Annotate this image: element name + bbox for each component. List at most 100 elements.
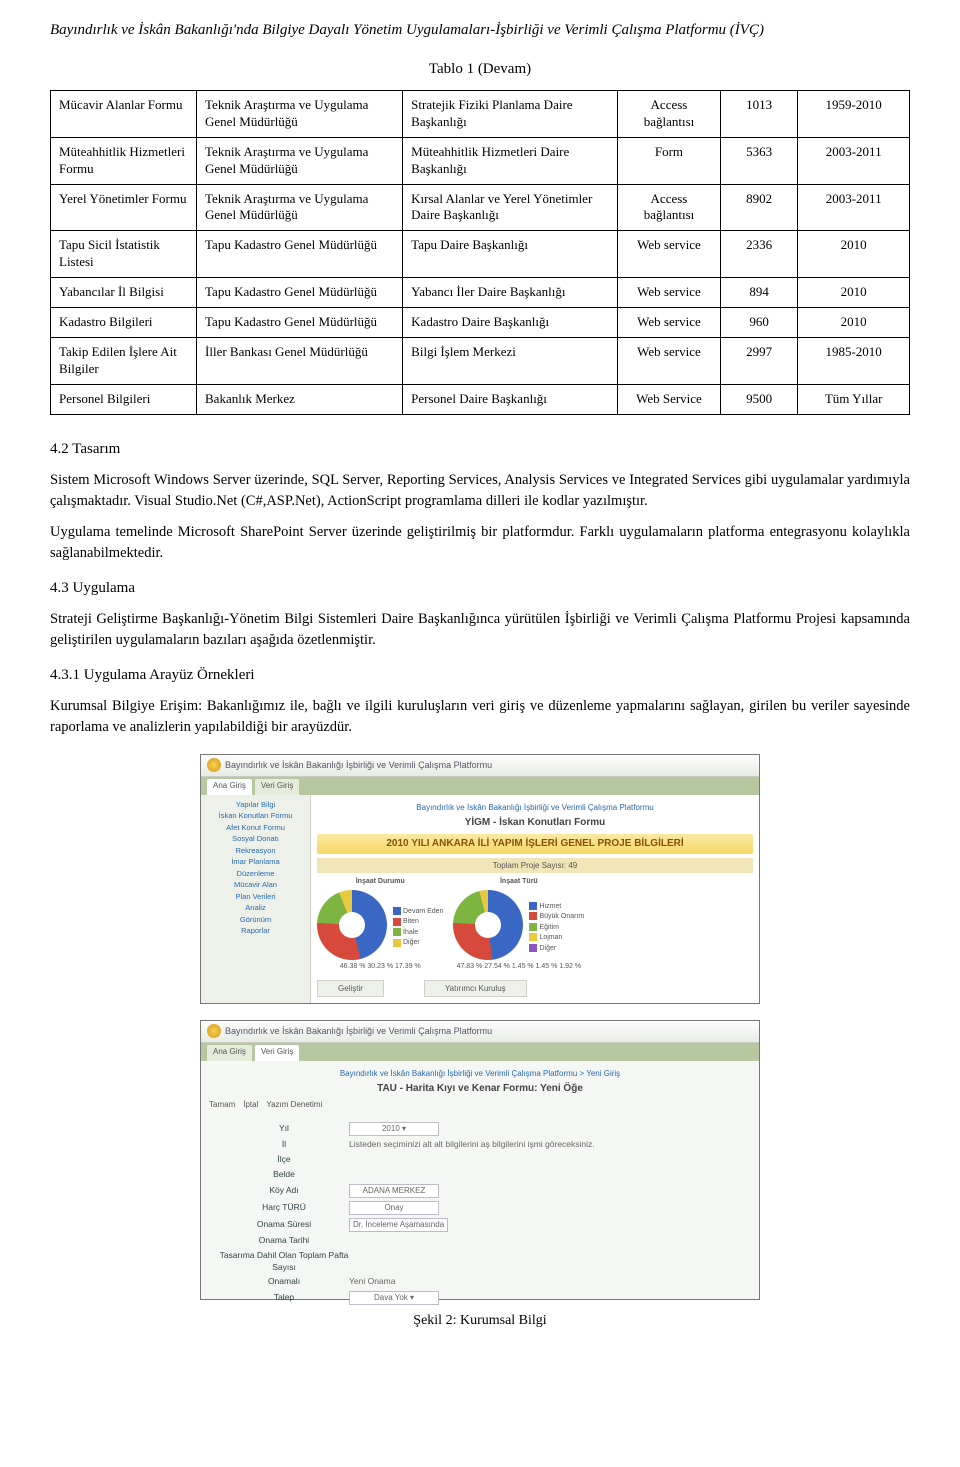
form-label: İlçe <box>219 1154 349 1166</box>
table-cell: 2010 <box>798 231 910 278</box>
table-cell: 2003-2011 <box>798 137 910 184</box>
sidebar-item[interactable]: İskan Konutları Formu <box>205 811 306 822</box>
table-cell: 960 <box>721 308 798 338</box>
sidebar-item[interactable]: Mücavir Alan <box>205 880 306 891</box>
table-cell: 2010 <box>798 278 910 308</box>
sidebar-item[interactable]: Afet Konut Formu <box>205 823 306 834</box>
breadcrumb: Bayındırlık ve İskân Bakanlığı İşbirliği… <box>209 1068 751 1079</box>
legend-item: Devam Eden <box>393 907 443 918</box>
table-cell: 1985-2010 <box>798 337 910 384</box>
form-value[interactable]: 2010 ▾ <box>349 1122 439 1136</box>
data-table: Mücavir Alanlar FormuTeknik Araştırma ve… <box>50 90 910 415</box>
table-cell: 9500 <box>721 384 798 414</box>
form-row: Yıl2010 ▾ <box>219 1122 741 1136</box>
bottom-tab[interactable]: Geliştir <box>317 980 384 997</box>
table-cell: Bilgi İşlem Merkezi <box>403 337 618 384</box>
app-logo-icon <box>207 758 221 772</box>
table-cell: Personel Bilgileri <box>51 384 197 414</box>
form-value[interactable]: Dr. İnceleme Aşamasında <box>349 1218 448 1232</box>
legend-item: Biten <box>393 917 443 928</box>
figure-screenshot-1: Bayındırlık ve İskân Bakanlığı İşbirliği… <box>200 754 760 1004</box>
pie-chart-icon <box>317 890 387 960</box>
form-value[interactable]: Onay <box>349 1201 439 1215</box>
sidebar-item[interactable]: Sosyal Donatı <box>205 834 306 845</box>
table-cell: Personel Daire Başkanlığı <box>403 384 618 414</box>
form-row: TalepDava Yok ▾ <box>219 1291 741 1305</box>
table-cell: Tapu Kadastro Genel Müdürlüğü <box>197 308 403 338</box>
breadcrumb: Bayındırlık ve İskân Bakanlığı İşbirliği… <box>317 802 753 813</box>
bottom-tab[interactable]: Yatırımcı Kuruluş <box>424 980 527 997</box>
legend-swatch-icon <box>393 907 401 915</box>
sidebar-item[interactable]: Düzenleme <box>205 869 306 880</box>
table-cell: Müteahhitlik Hizmetleri Formu <box>51 137 197 184</box>
form-label: Yıl <box>219 1123 349 1135</box>
table-cell: Kırsal Alanlar ve Yerel Yönetimler Daire… <box>403 184 618 231</box>
table-cell: 2997 <box>721 337 798 384</box>
table-cell: 5363 <box>721 137 798 184</box>
form-label: Köy Adı <box>219 1185 349 1197</box>
page-header: Bayındırlık ve İskân Bakanlığı'nda Bilgi… <box>50 20 910 41</box>
legend-swatch-icon <box>529 912 537 920</box>
table-cell: Kadastro Daire Başkanlığı <box>403 308 618 338</box>
table-row: Mücavir Alanlar FormuTeknik Araştırma ve… <box>51 91 910 138</box>
form-value[interactable]: Listeden seçiminizi alt alt bilgilerini … <box>349 1139 595 1151</box>
sidebar-item[interactable]: Rekreasyon <box>205 846 306 857</box>
form-row: Onama Tarihi <box>219 1235 741 1247</box>
form-row: İlListeden seçiminizi alt alt bilgilerin… <box>219 1139 741 1151</box>
table-cell: Bakanlık Merkez <box>197 384 403 414</box>
sidebar-item[interactable]: İmar Planlama <box>205 857 306 868</box>
table-row: Takip Edilen İşlere Ait Bilgilerİller Ba… <box>51 337 910 384</box>
sidebar-item[interactable]: Plan Verileri <box>205 892 306 903</box>
tab[interactable]: Veri Giriş <box>255 779 299 795</box>
tab[interactable]: Ana Giriş <box>207 779 252 795</box>
form-label: Onamalı <box>219 1276 349 1288</box>
table-cell: Teknik Araştırma ve Uygulama Genel Müdür… <box>197 137 403 184</box>
chart-labels: 46.38 % 30.23 % 17.39 % <box>317 962 443 972</box>
table-row: Yerel Yönetimler FormuTeknik Araştırma v… <box>51 184 910 231</box>
table-cell: Teknik Araştırma ve Uygulama Genel Müdür… <box>197 91 403 138</box>
sidebar-item[interactable]: Raporlar <box>205 926 306 937</box>
table-cell: Tapu Sicil İstatistik Listesi <box>51 231 197 278</box>
paragraph: Kurumsal Bilgiye Erişim: Bakanlığımız il… <box>50 696 910 738</box>
form-row: OnamalıYeni Onama <box>219 1276 741 1288</box>
toolbar-button[interactable]: Tamam <box>209 1099 235 1110</box>
app-title: Bayındırlık ve İskân Bakanlığı İşbirliği… <box>225 1025 492 1038</box>
form-label: Belde <box>219 1169 349 1181</box>
form-value[interactable]: ADANA MERKEZ <box>349 1184 439 1198</box>
form-label: Tasarıma Dahil Olan Toplam Pafta Sayısı <box>219 1250 349 1274</box>
sidebar: Yapılar Bilgiİskan Konutları FormuAfet K… <box>201 795 311 1003</box>
form-value[interactable]: Dava Yok ▾ <box>349 1291 439 1305</box>
toolbar-button[interactable]: Yazım Denetimi <box>266 1099 322 1110</box>
table-cell: 2336 <box>721 231 798 278</box>
table-cell: Teknik Araştırma ve Uygulama Genel Müdür… <box>197 184 403 231</box>
form-row: İlçe <box>219 1154 741 1166</box>
table-cell: Tapu Kadastro Genel Müdürlüğü <box>197 278 403 308</box>
table-row: Personel BilgileriBakanlık MerkezPersone… <box>51 384 910 414</box>
form-row: Köy AdıADANA MERKEZ <box>219 1184 741 1198</box>
table-cell: Kadastro Bilgileri <box>51 308 197 338</box>
tab[interactable]: Ana Giriş <box>207 1045 252 1061</box>
pie-chart-icon <box>453 890 523 960</box>
section-4-2: 4.2 Tasarım <box>50 439 910 460</box>
form-row: Onama SüresiDr. İnceleme Aşamasında <box>219 1218 741 1232</box>
sidebar-item[interactable]: Görünüm <box>205 915 306 926</box>
form-label: Onama Süresi <box>219 1219 349 1231</box>
nav-tabs: Ana Giriş Veri Giriş <box>201 1043 759 1061</box>
form-title: TAU - Harita Kıyı ve Kenar Formu: Yeni Ö… <box>209 1082 751 1096</box>
chart-legend: HizmetBüyük OnarımEğitimLojmanDiğer <box>529 896 584 955</box>
chart-title: İnşaat Durumu <box>317 877 443 887</box>
paragraph: Strateji Geliştirme Başkanlığı-Yönetim B… <box>50 609 910 651</box>
table-cell: 1013 <box>721 91 798 138</box>
table-cell: Yerel Yönetimler Formu <box>51 184 197 231</box>
legend-item: İhale <box>393 928 443 939</box>
tab[interactable]: Veri Giriş <box>255 1045 299 1061</box>
table-row: Kadastro BilgileriTapu Kadastro Genel Mü… <box>51 308 910 338</box>
legend-swatch-icon <box>529 944 537 952</box>
table-cell: Access bağlantısı <box>617 91 720 138</box>
toolbar-button[interactable]: İptal <box>243 1099 258 1110</box>
nav-tabs: Ana Giriş Veri Giriş <box>201 777 759 795</box>
sidebar-item[interactable]: Analiz <box>205 903 306 914</box>
form-value[interactable]: Yeni Onama <box>349 1276 395 1288</box>
legend-swatch-icon <box>393 939 401 947</box>
sidebar-item[interactable]: Yapılar Bilgi <box>205 800 306 811</box>
